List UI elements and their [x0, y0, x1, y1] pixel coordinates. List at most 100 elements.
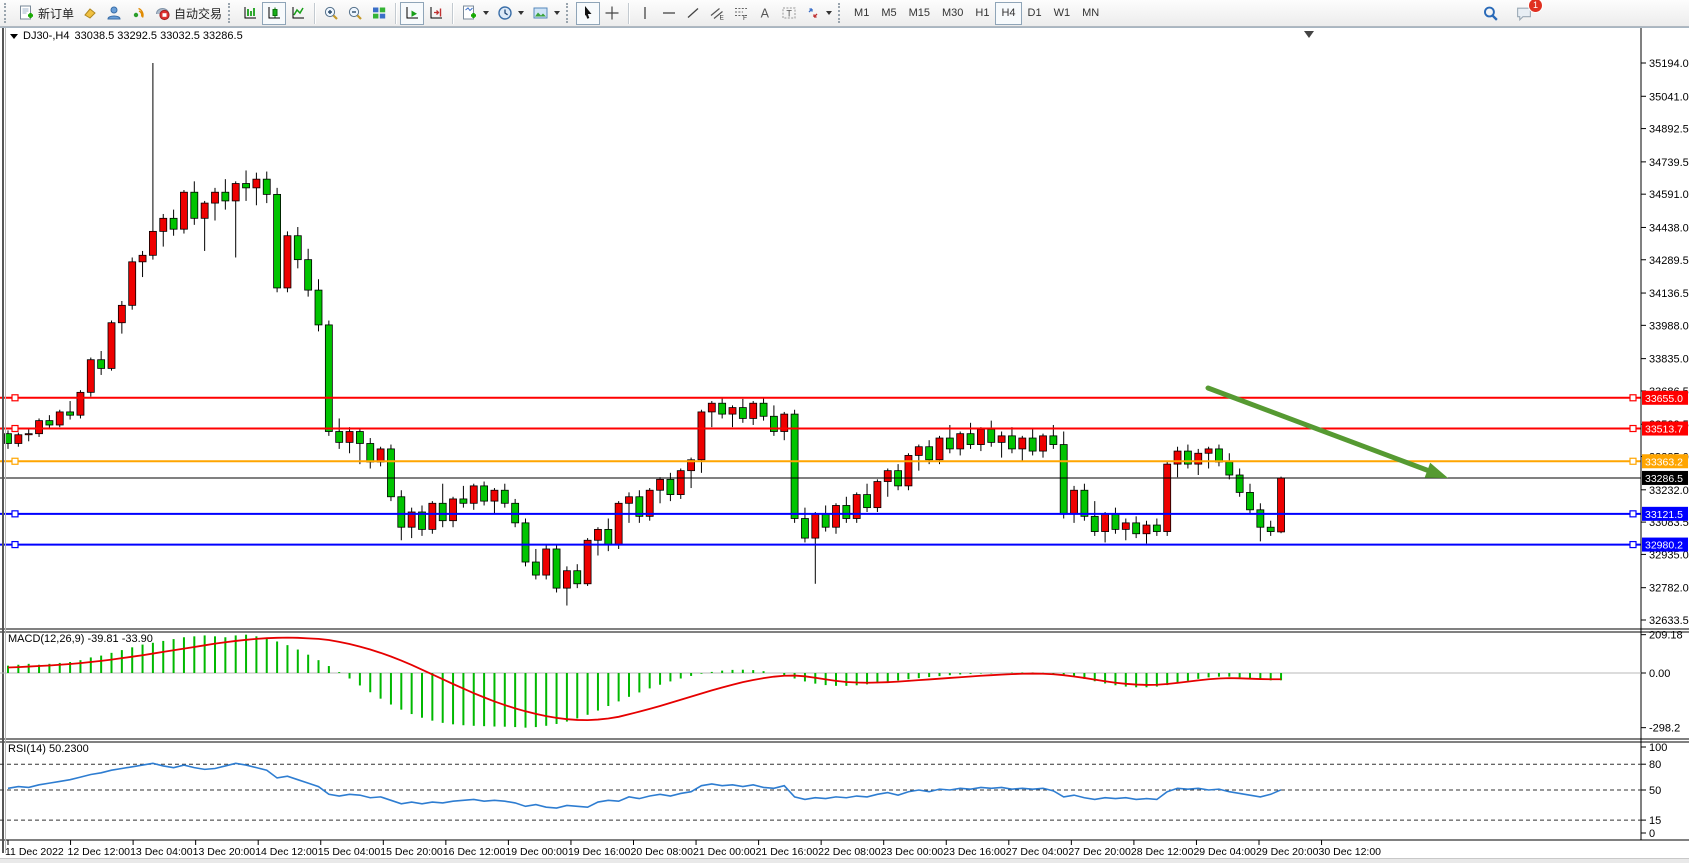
- timeframe-w1-button[interactable]: W1: [1053, 7, 1071, 19]
- new-order-button[interactable]: 新订单: [14, 2, 78, 25]
- main-toolbar: 新订单 自动交易: [0, 0, 1689, 27]
- candlestick-icon: [266, 5, 282, 21]
- text-label-tool-button[interactable]: T: [777, 2, 801, 25]
- timeframe-m15-button[interactable]: M15: [908, 7, 930, 19]
- zoom-out-button[interactable]: [343, 2, 367, 25]
- vertical-line-tool-button[interactable]: [633, 2, 657, 25]
- equidistant-channel-icon: E: [709, 5, 725, 21]
- svg-text:33232.0: 33232.0: [1649, 485, 1689, 497]
- text-tool-button[interactable]: A: [753, 2, 777, 25]
- svg-text:15: 15: [1649, 815, 1661, 827]
- svg-text:0: 0: [1649, 828, 1655, 840]
- timeframe-mn-button[interactable]: MN: [1082, 7, 1100, 19]
- zoom-in-button[interactable]: [319, 2, 343, 25]
- line-chart-button[interactable]: [286, 2, 310, 25]
- indicators-button[interactable]: [457, 2, 493, 25]
- templates-button[interactable]: [528, 2, 564, 25]
- autotrade-icon: [154, 5, 171, 21]
- svg-text:50: 50: [1649, 785, 1661, 797]
- svg-text:-298.2: -298.2: [1649, 723, 1680, 735]
- periods-button[interactable]: [493, 2, 528, 25]
- svg-text:29 Dec 04:00: 29 Dec 04:00: [1193, 846, 1256, 858]
- fibonacci-tool-button[interactable]: F: [729, 2, 753, 25]
- svg-text:15 Dec 04:00: 15 Dec 04:00: [318, 846, 381, 858]
- chart-shift-button[interactable]: [424, 2, 448, 25]
- timeframe-m5-button[interactable]: M5: [881, 7, 897, 19]
- price-line-33363.2[interactable]: [0, 457, 1641, 465]
- chart-window[interactable]: 35194.0 35041.0 34892.5 34739.5 34591.0 34438…: [0, 27, 1689, 863]
- channel-tool-button[interactable]: E: [705, 2, 729, 25]
- svg-text:13 Dec 04:00: 13 Dec 04:00: [130, 846, 193, 858]
- svg-text:32980.2: 32980.2: [1645, 540, 1683, 552]
- autotrade-button[interactable]: 自动交易: [150, 2, 226, 25]
- timeframe-d1-button[interactable]: D1: [1027, 7, 1042, 19]
- svg-text:23 Dec 00:00: 23 Dec 00:00: [881, 846, 944, 858]
- crosshair-button[interactable]: [600, 2, 624, 25]
- svg-text:T: T: [786, 9, 792, 19]
- toolbar-grip[interactable]: [566, 3, 572, 23]
- cursor-icon: [580, 5, 596, 21]
- svg-text:30 Dec 12:00: 30 Dec 12:00: [1319, 846, 1382, 858]
- fibonacci-icon: F: [733, 5, 749, 21]
- cursor-button[interactable]: [576, 1, 601, 25]
- line-chart-icon: [290, 5, 306, 21]
- svg-text:0.00: 0.00: [1649, 668, 1670, 680]
- search-button[interactable]: [1478, 2, 1503, 25]
- svg-text:33121.5: 33121.5: [1645, 509, 1683, 521]
- price-line-32980.2[interactable]: [0, 540, 1641, 549]
- eraser-button[interactable]: [78, 2, 102, 25]
- text-tool-icon: A: [757, 5, 773, 21]
- arrows-tool-button[interactable]: [801, 2, 836, 25]
- toolbar-separator: [452, 2, 454, 24]
- svg-text:22 Dec 08:00: 22 Dec 08:00: [818, 846, 881, 858]
- tile-windows-button[interactable]: [367, 2, 391, 25]
- horizontal-line-tool-button[interactable]: [657, 2, 681, 25]
- candlestick-chart-button[interactable]: [262, 1, 287, 25]
- macd-signal-line: [7, 636, 1282, 722]
- svg-text:23 Dec 16:00: 23 Dec 16:00: [943, 846, 1006, 858]
- profile-button[interactable]: [102, 2, 126, 25]
- price-axis[interactable]: 35194.0 35041.0 34892.5 34739.5 34591.0 34438…: [1641, 58, 1689, 627]
- svg-text:28 Dec 12:00: 28 Dec 12:00: [1131, 846, 1194, 858]
- chevron-down-icon: [554, 11, 561, 15]
- zoom-out-icon: [347, 5, 363, 21]
- candles-layer[interactable]: [4, 63, 1285, 606]
- chart-canvas[interactable]: 35194.0 35041.0 34892.5 34739.5 34591.0 34438…: [0, 27, 1689, 863]
- svg-text:35041.0: 35041.0: [1649, 91, 1689, 103]
- svg-text:F: F: [743, 15, 747, 21]
- new-order-label: 新订单: [38, 6, 75, 21]
- svg-text:80: 80: [1649, 759, 1661, 771]
- time-axis[interactable]: 11 Dec 2022 12 Dec 12:00 13 Dec 04:00 13 De…: [5, 840, 1381, 858]
- rsi-indicator-label: RSI(14) 50.2300: [8, 743, 89, 755]
- timeframe-h1-button[interactable]: H1: [975, 7, 990, 19]
- price-line-33513.7[interactable]: [0, 424, 1641, 433]
- timeframe-m1-button[interactable]: M1: [854, 7, 870, 19]
- svg-text:209.18: 209.18: [1649, 630, 1683, 642]
- svg-text:34739.5: 34739.5: [1649, 157, 1689, 169]
- chevron-down-icon: [518, 11, 525, 15]
- timeframe-m30-button[interactable]: M30: [942, 7, 964, 19]
- svg-text:33363.2: 33363.2: [1645, 456, 1683, 468]
- svg-text:34591.0: 34591.0: [1649, 189, 1689, 201]
- clock-icon: [497, 5, 513, 21]
- svg-text:E: E: [720, 15, 725, 22]
- svg-text:34289.5: 34289.5: [1649, 255, 1689, 267]
- price-line-33655.0[interactable]: [0, 394, 1641, 402]
- bar-chart-button[interactable]: [238, 2, 262, 25]
- auto-scroll-button[interactable]: [400, 1, 425, 25]
- toolbar-grip[interactable]: [228, 3, 234, 23]
- toolbar-grip[interactable]: [4, 3, 10, 23]
- trendline-tool-button[interactable]: [681, 2, 705, 25]
- trend-arrow[interactable]: [1205, 385, 1448, 478]
- notification-badge: 1: [1528, 0, 1543, 13]
- toolbar-separator: [314, 2, 316, 24]
- collapse-triangle-icon[interactable]: [10, 33, 18, 39]
- svg-text:33988.0: 33988.0: [1649, 320, 1689, 332]
- signal-button[interactable]: [126, 2, 150, 25]
- crosshair-icon: [604, 5, 620, 21]
- notifications-button[interactable]: 1: [1511, 0, 1543, 25]
- timeframe-h4-button[interactable]: H4: [995, 1, 1022, 25]
- price-line-33121.5[interactable]: [0, 510, 1641, 518]
- text-label-icon: T: [781, 5, 797, 21]
- toolbar-grip[interactable]: [838, 3, 844, 23]
